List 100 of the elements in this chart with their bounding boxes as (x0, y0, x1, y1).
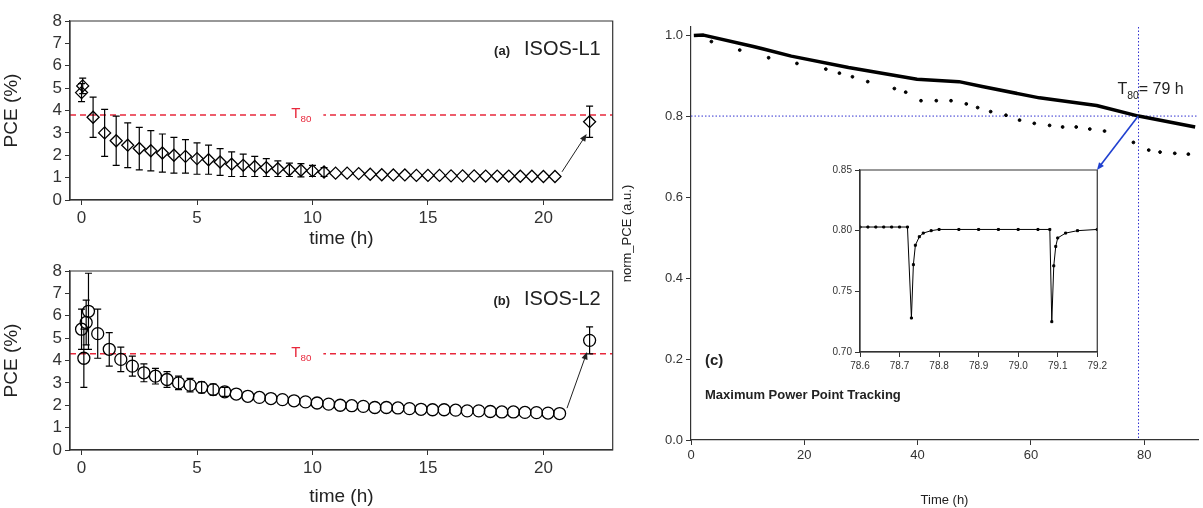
point (155, 146, 170, 160)
y-tick-label: 0.6 (664, 188, 683, 204)
annotation: ISOS-L1 (524, 37, 601, 59)
x-tick-label: 78.9 (968, 359, 989, 371)
y-tick-label: 0.85 (832, 163, 853, 175)
point (345, 399, 359, 413)
annotation: (a) (494, 43, 510, 58)
point (502, 169, 516, 183)
point (97, 126, 112, 140)
y-tick-label: 3 (52, 372, 62, 392)
point (529, 405, 544, 420)
point (248, 159, 262, 174)
point (483, 404, 497, 419)
point (402, 401, 417, 416)
point (201, 153, 216, 167)
x-axis-title: time (h) (309, 226, 374, 248)
point (121, 138, 135, 152)
point (444, 169, 458, 183)
point (328, 166, 343, 180)
point (74, 322, 89, 336)
point (368, 400, 382, 415)
y-tick-label: 5 (52, 77, 62, 97)
x-tick-label: 5 (192, 207, 202, 227)
point (363, 167, 377, 181)
y-tick-label: 8 (52, 260, 62, 280)
point (398, 168, 412, 182)
point (582, 333, 597, 348)
point (548, 169, 562, 184)
x-tick-label: 40 (910, 447, 925, 463)
x-tick-label: 5 (192, 457, 202, 477)
point (91, 327, 105, 341)
y-tick-label: 7 (52, 33, 62, 53)
point (421, 168, 435, 183)
x-tick-label: 78.7 (889, 359, 910, 371)
x-tick-label: 0 (687, 447, 695, 463)
y-tick-label: 4 (52, 350, 62, 370)
point (333, 398, 347, 412)
point (582, 115, 597, 129)
point (552, 406, 567, 421)
point (449, 403, 463, 417)
point (352, 166, 366, 181)
x-tick-label: 10 (303, 207, 322, 227)
point (225, 157, 239, 171)
x-tick-label: 20 (533, 457, 553, 477)
point (479, 169, 493, 183)
point (437, 403, 451, 417)
y-tick-label: 0.2 (664, 350, 683, 366)
point (513, 169, 527, 183)
y-tick-label: 0.70 (832, 345, 853, 357)
point (229, 387, 243, 401)
point (81, 304, 96, 318)
x-tick-label: 10 (303, 457, 322, 477)
point (144, 144, 158, 158)
y-tick-label: 5 (52, 327, 62, 347)
point (432, 168, 447, 183)
point (236, 158, 250, 172)
annotation: (b) (493, 293, 511, 308)
point (252, 390, 267, 405)
y-tick-label: 1.0 (664, 26, 683, 42)
point (109, 134, 123, 148)
y-tick-label: 8 (52, 10, 62, 30)
point (241, 389, 255, 403)
point (86, 110, 100, 124)
point (137, 366, 151, 380)
x-tick-label: 15 (418, 457, 438, 477)
point (132, 141, 146, 156)
point (472, 404, 486, 418)
x-tick-label: 80 (1136, 447, 1152, 463)
y-tick-label: 2 (52, 394, 62, 414)
x-tick-label: 0 (76, 457, 87, 477)
y-tick-label: 7 (52, 283, 62, 303)
x-axis-title: time (h) (309, 484, 374, 506)
point (536, 169, 551, 184)
x-tick-label: 20 (797, 447, 812, 463)
y-tick-label: 0.8 (664, 107, 683, 123)
point (455, 169, 470, 183)
point (322, 397, 336, 411)
point (525, 169, 539, 183)
point (287, 394, 301, 408)
x-tick-label: 20 (533, 207, 553, 227)
point (356, 399, 370, 414)
y-tick-label: 0.4 (664, 269, 683, 285)
y-axis-title: PCE (%) (0, 323, 21, 398)
point (391, 401, 405, 415)
point (518, 405, 532, 420)
y-tick-label: 0.75 (832, 285, 853, 297)
y-tick-label: 3 (52, 122, 62, 142)
point (125, 359, 139, 373)
y-tick-label: 6 (52, 55, 62, 75)
x-tick-label: 79.0 (1008, 359, 1029, 371)
point (114, 352, 128, 367)
point (213, 155, 227, 169)
point (310, 396, 324, 410)
point (74, 85, 89, 100)
point (425, 403, 440, 417)
x-tick-label: 78.6 (850, 359, 871, 371)
y-tick-label: 0.0 (664, 431, 683, 447)
point (506, 405, 521, 419)
annotation: Maximum Power Point Tracking (705, 387, 901, 402)
point (379, 400, 394, 415)
